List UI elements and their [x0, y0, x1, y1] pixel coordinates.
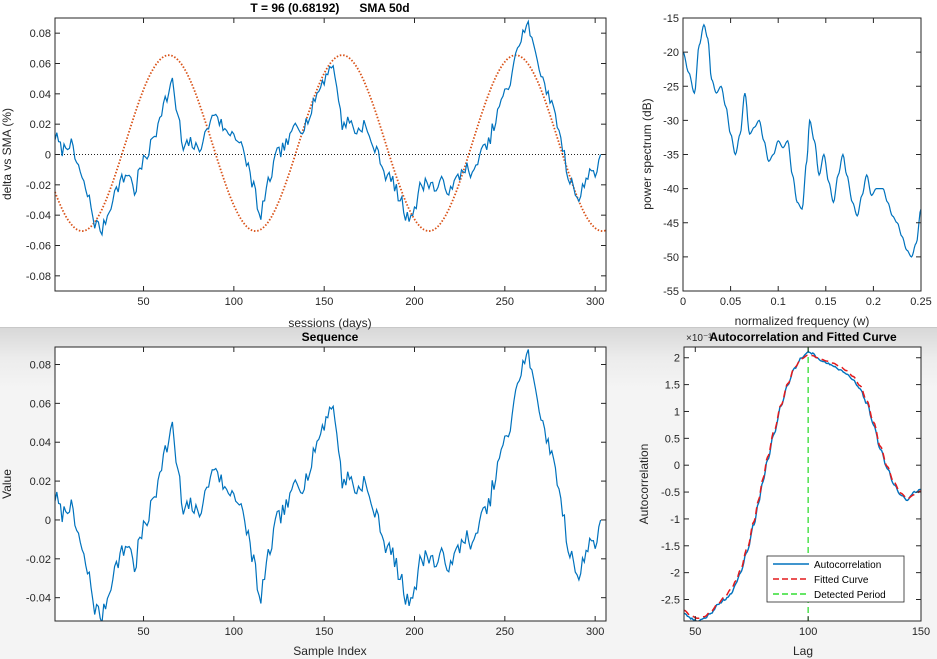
- panel-divider: [0, 327, 937, 328]
- x-tick-label: 150: [315, 626, 333, 638]
- autocorr-legend: Autocorrelation Fitted Curve Detected Pe…: [766, 555, 905, 603]
- y-tick-label: -0.02: [26, 180, 51, 192]
- sequence-xlabel: Sample Index: [293, 644, 366, 658]
- spectrum-plot-area: [683, 18, 921, 291]
- x-tick-label: 50: [137, 296, 149, 308]
- x-tick-label: 250: [496, 296, 514, 308]
- delta-xlabel: sessions (days): [288, 316, 371, 330]
- y-tick-label: -0.04: [26, 210, 51, 222]
- x-tick-label: 200: [405, 626, 423, 638]
- delta-title: T = 96 (0.68192) SMA 50d: [250, 1, 409, 15]
- x-tick-label: 100: [225, 296, 243, 308]
- y-tick-label: 2: [674, 353, 680, 365]
- sequence-title: Sequence: [302, 330, 359, 344]
- delta-plot-frame: [54, 17, 607, 292]
- fitted-sine-layer: [54, 54, 607, 233]
- y-tick-label: -1: [670, 514, 680, 526]
- y-tick-label: -0.06: [26, 241, 51, 253]
- sequence-series-layer: [55, 349, 602, 621]
- y-tick-label: 0.06: [30, 398, 51, 410]
- delta-series-layer: [54, 19, 602, 237]
- y-tick-label: -40: [663, 184, 679, 196]
- autocorr-title: Autocorrelation and Fitted Curve: [709, 330, 897, 344]
- sequence-ylabel: Value: [0, 469, 14, 499]
- legend-label-autocorrelation: Autocorrelation: [814, 560, 881, 571]
- x-tick-label: 0.1: [771, 296, 786, 308]
- sequence-series-line: [55, 349, 602, 621]
- y-tick-label: -35: [663, 150, 679, 162]
- y-tick-label: 1: [674, 406, 680, 418]
- spectrum-series-line: [682, 23, 922, 258]
- y-tick-label: -50: [663, 252, 679, 264]
- spectrum-ylabel: power spectrum (dB): [640, 98, 654, 209]
- y-tick-label: -55: [663, 286, 679, 298]
- x-tick-label: 50: [689, 626, 701, 638]
- x-tick-label: 100: [799, 626, 817, 638]
- x-tick-label: 50: [137, 626, 149, 638]
- y-tick-label: 0.02: [30, 476, 51, 488]
- y-tick-label: -0.02: [26, 554, 51, 566]
- y-tick-label: -30: [663, 115, 679, 127]
- y-tick-label: 0.5: [665, 433, 680, 445]
- y-tick-label: 0.02: [30, 119, 51, 131]
- y-tick-label: -0.5: [661, 487, 680, 499]
- x-tick-label: 0: [680, 296, 686, 308]
- y-tick-label: 0.04: [30, 89, 51, 101]
- spectrum-series-layer: [682, 23, 922, 258]
- fitted-curve-line: [684, 354, 921, 620]
- autocorr-series-layer: [684, 347, 921, 621]
- y-tick-label: -2: [670, 568, 680, 580]
- y-tick-label: 0: [674, 460, 680, 472]
- autocorr-xlabel: Lag: [793, 644, 813, 658]
- y-tick-label: -20: [663, 47, 679, 59]
- y-tick-label: 0: [45, 515, 51, 527]
- fitted-sine-line: [54, 54, 607, 233]
- x-tick-label: 0.2: [866, 296, 881, 308]
- delta-chart: 50 100 150 200 250 300 -0.08 -0.06 -0.04 -0.02 0 0.…: [0, 1, 607, 330]
- y-tick-label: 0: [45, 150, 51, 162]
- y-tick-label: -1.5: [661, 541, 680, 553]
- x-tick-label: 0.15: [815, 296, 836, 308]
- y-tick-label: 0.04: [30, 437, 51, 449]
- x-tick-label: 300: [586, 626, 604, 638]
- delta-ticks: 50 100 150 200 250 300 -0.08 -0.06 -0.04 -0.02 0 0.…: [26, 18, 606, 308]
- y-tick-label: -45: [663, 218, 679, 230]
- sequence-ticks: 50 100 150 200 250 300 -0.04 -0.02 0 0.02 0.04 0.06…: [26, 347, 606, 638]
- spectrum-chart: 0 0.05 0.1 0.15 0.2 0.25 -55 -50 -45 -40 -35 -30 -25…: [640, 13, 932, 328]
- sequence-plot-area: [55, 347, 606, 621]
- sequence-chart: 50 100 150 200 250 300 -0.04 -0.02 0 0.02 0.04 0.06…: [0, 330, 607, 658]
- x-tick-label: 0.25: [910, 296, 931, 308]
- y-tick-label: -2.5: [661, 595, 680, 607]
- autocorr-ticks: 50 100 150 -2.5 -2 -1.5 -1 -0.5 0 0.5 1 1.5 2: [661, 347, 930, 638]
- delta-ylabel: delta vs SMA (%): [0, 108, 14, 200]
- autocorr-plot-frame: [683, 346, 922, 622]
- legend-label-fitted-curve: Fitted Curve: [814, 575, 869, 586]
- x-tick-label: 100: [225, 626, 243, 638]
- y-tick-label: -25: [663, 81, 679, 93]
- y-tick-label: 0.08: [30, 359, 51, 371]
- x-tick-label: 0.05: [720, 296, 741, 308]
- y-tick-label: 0.06: [30, 59, 51, 71]
- x-tick-label: 200: [405, 296, 423, 308]
- autocorr-exponent: ×10⁻³: [686, 333, 712, 344]
- autocorr-chart: 50 100 150-2.5-2-1.5-1-0.500.511.52 ×10⁻³ …: [637, 330, 930, 658]
- x-tick-label: 250: [496, 626, 514, 638]
- spectrum-xlabel: normalized frequency (w): [735, 314, 870, 328]
- x-tick-label: 150: [315, 296, 333, 308]
- x-tick-label: 150: [912, 626, 930, 638]
- x-tick-label: 300: [586, 296, 604, 308]
- y-tick-label: -0.08: [26, 271, 51, 283]
- y-tick-label: -15: [663, 13, 679, 25]
- autocorr-ylabel: Autocorrelation: [637, 444, 651, 525]
- legend-label-detected-period: Detected Period: [814, 590, 886, 601]
- spectrum-plot-frame: [682, 17, 922, 292]
- sequence-plot-frame: [54, 346, 607, 622]
- delta-series-line: [54, 19, 602, 237]
- y-tick-label: 1.5: [665, 380, 680, 392]
- y-tick-label: -0.04: [26, 593, 51, 605]
- y-tick-label: 0.08: [30, 28, 51, 40]
